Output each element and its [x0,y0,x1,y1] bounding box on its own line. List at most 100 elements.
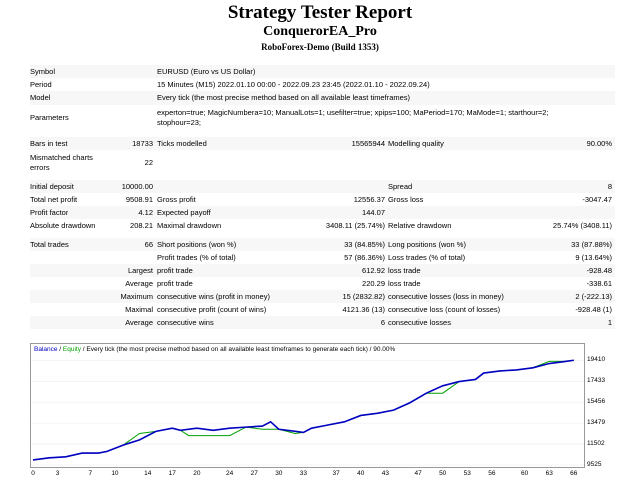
average-consecutive-label: Average [125,318,153,327]
max-losses-label: consecutive losses (loss in money) [388,292,504,301]
legend-description: / Every tick (the most precise method ba… [81,346,396,353]
row-period: Period 15 Minutes (M15) 2022.01.10 00:00… [30,78,615,91]
x-tick-label: 10 [111,470,119,477]
row-symbol: Symbol EURUSD (Euro vs US Dollar) [30,65,615,78]
spread-label: Spread [388,182,413,191]
max-wins-label: consecutive wins (profit in money) [157,292,270,301]
x-tick-label: 20 [193,470,201,477]
row-mismatch: Mismatched charts errors 22 [30,150,615,174]
x-tick-label: 50 [439,470,447,477]
symbol-label: Symbol [30,67,56,76]
average-label: Average [125,279,153,288]
max-profit-label: consecutive profit (count of wins) [157,305,267,314]
model-value: Every tick (the most precise method base… [157,93,411,102]
avg-wins-value: 6 [380,318,385,327]
largest-profit-value: 612.92 [362,266,385,275]
expert-name: ConquerorEA_Pro [263,24,377,39]
parameters-line-2: stophour=23; [157,118,201,127]
y-tick-label: 9525 [587,461,602,468]
row-drawdown: Absolute drawdown 208.21 Maximal drawdow… [30,219,615,232]
max-loss-label: consecutive loss (count of losses) [388,305,501,314]
x-tick-label: 24 [226,470,234,477]
average-loss-label: loss trade [388,279,421,288]
spread-value: 8 [607,182,612,191]
x-tick-label: 40 [357,470,365,477]
short-positions-label: Short positions (won %) [157,240,237,249]
ticks-value: 15565944 [351,139,385,148]
period-value: 15 Minutes (M15) 2022.01.10 00:00 - 2022… [157,80,430,89]
row-deposit: Initial deposit 10000.00 Spread 8 [30,180,615,193]
x-tick-label: 33 [299,470,307,477]
bars-value: 18733 [132,139,153,148]
maximal-label: Maximal [125,305,153,314]
x-tick-label: 27 [250,470,258,477]
avg-wins-label: consecutive wins [157,318,214,327]
average-profit-value: 220.29 [362,279,385,288]
bars-label: Bars in test [30,139,68,148]
maximal-drawdown-label: Maximal drawdown [157,221,222,230]
largest-loss-label: loss trade [388,266,421,275]
gross-profit-value: 12556.37 [353,195,385,204]
mismatch-value: 22 [144,158,153,167]
x-tick-label: 60 [521,470,529,477]
y-tick-label: 15456 [587,398,606,406]
row-net-profit: Total net profit 9508.91 Gross profit 12… [30,193,615,206]
row-average-consecutive: Average consecutive wins 6 consecutive l… [30,316,615,329]
avg-losses-value: 1 [607,318,612,327]
quality-label: Modelling quality [388,139,444,148]
x-tick-label: 17 [168,470,176,477]
profit-factor-label: Profit factor [30,208,69,217]
row-largest: Largest profit trade 612.92 loss trade -… [30,264,615,277]
deposit-value: 10000.00 [121,182,153,191]
mismatch-label-1: Mismatched charts [30,153,93,162]
net-profit-label: Total net profit [30,195,78,204]
x-tick-label: 14 [144,470,152,477]
maximum-label: Maximum [120,292,153,301]
mismatch-label-2: errors [30,163,50,172]
row-average: Average profit trade 220.29 loss trade -… [30,277,615,290]
max-profit-value: 4121.36 (13) [342,305,385,314]
x-tick-label: 37 [332,470,340,477]
net-profit-value: 9508.91 [125,195,153,204]
row-parameters: Parameters experton=true; MagicNumbera=1… [30,105,615,131]
max-loss-value: -928.48 (1) [575,305,612,314]
report-title: Strategy Tester Report [227,2,413,23]
server-build: RoboForex-Demo (Build 1353) [261,42,379,52]
x-tick-label: 3 [55,470,60,477]
max-wins-value: 15 (2832.82) [342,292,385,301]
y-tick-label: 11502 [587,440,605,448]
row-profit-factor: Profit factor 4.12 Expected payoff 144.0… [30,206,615,219]
max-losses-value: 2 (-222.13) [575,292,612,301]
symbol-value: EURUSD (Euro vs US Dollar) [157,67,256,76]
gross-profit-label: Gross profit [157,195,196,204]
parameters-label: Parameters [30,113,69,122]
largest-label: Largest [127,266,153,275]
total-trades-value: 66 [144,240,153,249]
row-total-trades: Total trades 66 Short positions (won %) … [30,238,615,251]
ticks-label: Ticks modelled [157,139,207,148]
series-balance-line [32,359,574,461]
largest-profit-label: profit trade [157,266,193,275]
deposit-label: Initial deposit [30,182,74,191]
x-tick-label: 7 [88,470,93,477]
profit-factor-value: 4.12 [138,208,153,217]
legend-sep: / [57,346,63,353]
x-tick-label: 63 [545,470,553,477]
row-profit-trades: Profit trades (% of total) 57 (86.36%) L… [30,251,615,264]
x-tick-label: 66 [570,470,578,477]
y-tick-label: 17433 [587,377,606,385]
average-loss-value: -338.61 [586,279,612,288]
row-bars: Bars in test 18733 Ticks modelled 155659… [30,137,615,150]
relative-drawdown-value: 25.74% (3408.11) [552,221,612,230]
relative-drawdown-label: Relative drawdown [388,221,452,230]
absolute-drawdown-label: Absolute drawdown [30,221,96,230]
chart-legend: Balance / Equity / Every tick (the most … [34,345,395,354]
x-tick-label: 56 [488,470,496,477]
absolute-drawdown-value: 208.21 [130,221,153,230]
x-tick-label: 43 [381,470,389,477]
x-tick-label: 53 [463,470,471,477]
maximal-drawdown-value: 3408.11 (25.74%) [325,221,385,230]
y-tick-label: 13479 [587,419,606,427]
model-label: Model [30,93,51,102]
series-equity-line [32,359,574,461]
